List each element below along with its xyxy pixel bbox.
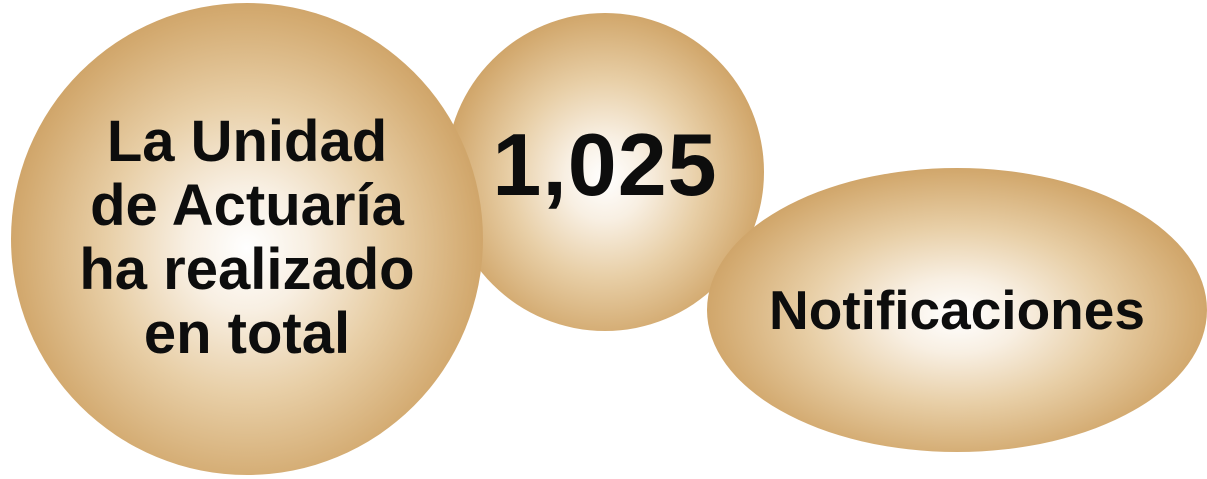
- statement-line-1: La Unidad: [106, 109, 388, 174]
- statement-text: La Unidad de Actuaría ha realizado en to…: [79, 110, 414, 366]
- count-value: 1,025: [492, 115, 718, 214]
- count-bubble: 1,025: [446, 13, 764, 331]
- statement-line-2: de Actuaría: [90, 173, 404, 238]
- statement-line-4: en total: [143, 301, 351, 366]
- statement-bubble: La Unidad de Actuaría ha realizado en to…: [11, 3, 483, 475]
- statement-line-3: ha realizado: [79, 237, 415, 302]
- unit-label: Notificaciones: [769, 279, 1145, 341]
- unit-bubble: Notificaciones: [707, 168, 1207, 452]
